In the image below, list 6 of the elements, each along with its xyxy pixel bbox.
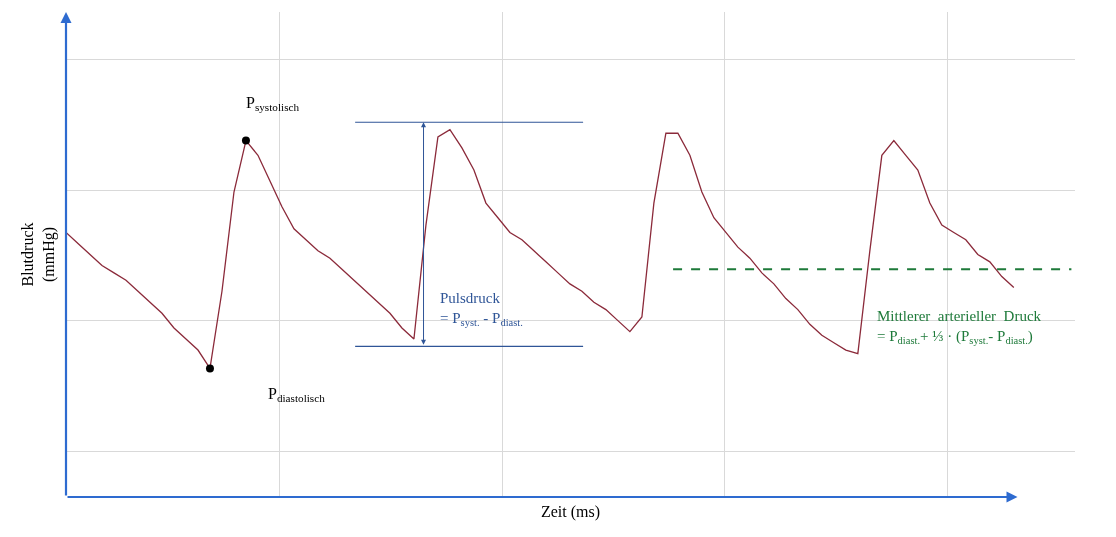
annotation: Pulsdruck = P$_{syst.}$ - P$_{diast.}$ (440, 290, 523, 328)
x-axis-title: Zeit (ms) (540, 502, 601, 521)
annotation: P$_{diastolisch}$ (268, 385, 326, 405)
text: P$_{systolisch}$ (246, 94, 300, 114)
y-axis-title: Blutdruck (mmHg) (19, 222, 58, 287)
annotation: Mittlerer arterieller Druck = P$_{diast.}$+ ⅓ · (P$_{syst.}$- P$_{diast.}$) (877, 308, 1042, 346)
